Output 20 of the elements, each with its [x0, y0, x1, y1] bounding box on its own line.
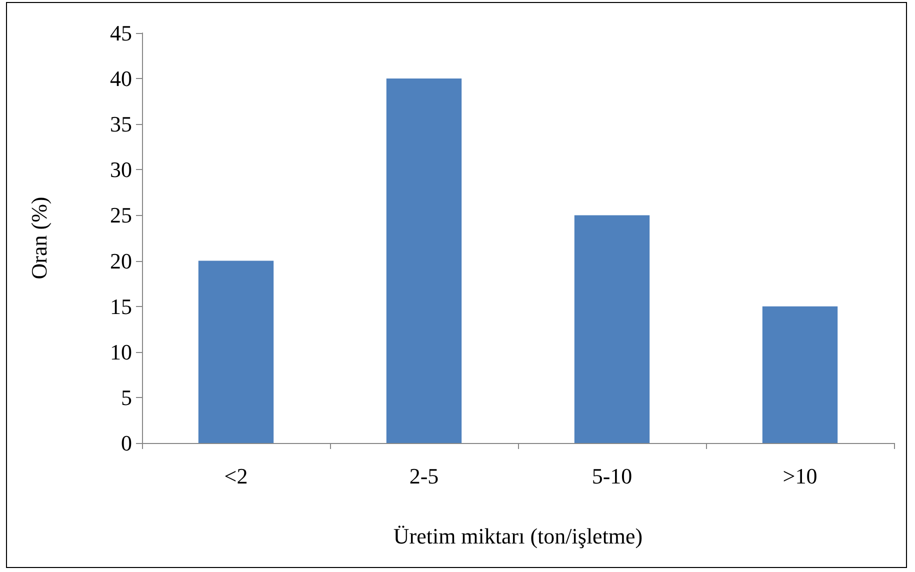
- bar: [198, 260, 274, 443]
- y-tick-label: 35: [110, 112, 132, 137]
- y-tick-label: 40: [110, 66, 132, 92]
- y-axis-title: Oran (%): [26, 196, 52, 280]
- y-tick-label: 25: [110, 202, 132, 228]
- x-tick-label: 5-10: [592, 464, 632, 488]
- x-tick-label: <2: [224, 464, 248, 488]
- x-tick-label: 2-5: [409, 464, 439, 488]
- y-tick-label: 10: [110, 339, 132, 364]
- y-tick-label: 45: [110, 20, 132, 46]
- x-tick-label: >10: [782, 464, 818, 488]
- y-tick-label: 20: [110, 248, 132, 274]
- bar: [574, 215, 650, 443]
- y-tick-label: 15: [110, 294, 132, 319]
- y-tick-label: 0: [121, 430, 132, 456]
- bar: [762, 306, 838, 443]
- y-tick-label: 30: [110, 157, 132, 182]
- bar: [386, 78, 462, 443]
- y-tick-label: 5: [121, 384, 132, 410]
- x-axis-title: Üretim miktarı (ton/işletme): [393, 524, 643, 548]
